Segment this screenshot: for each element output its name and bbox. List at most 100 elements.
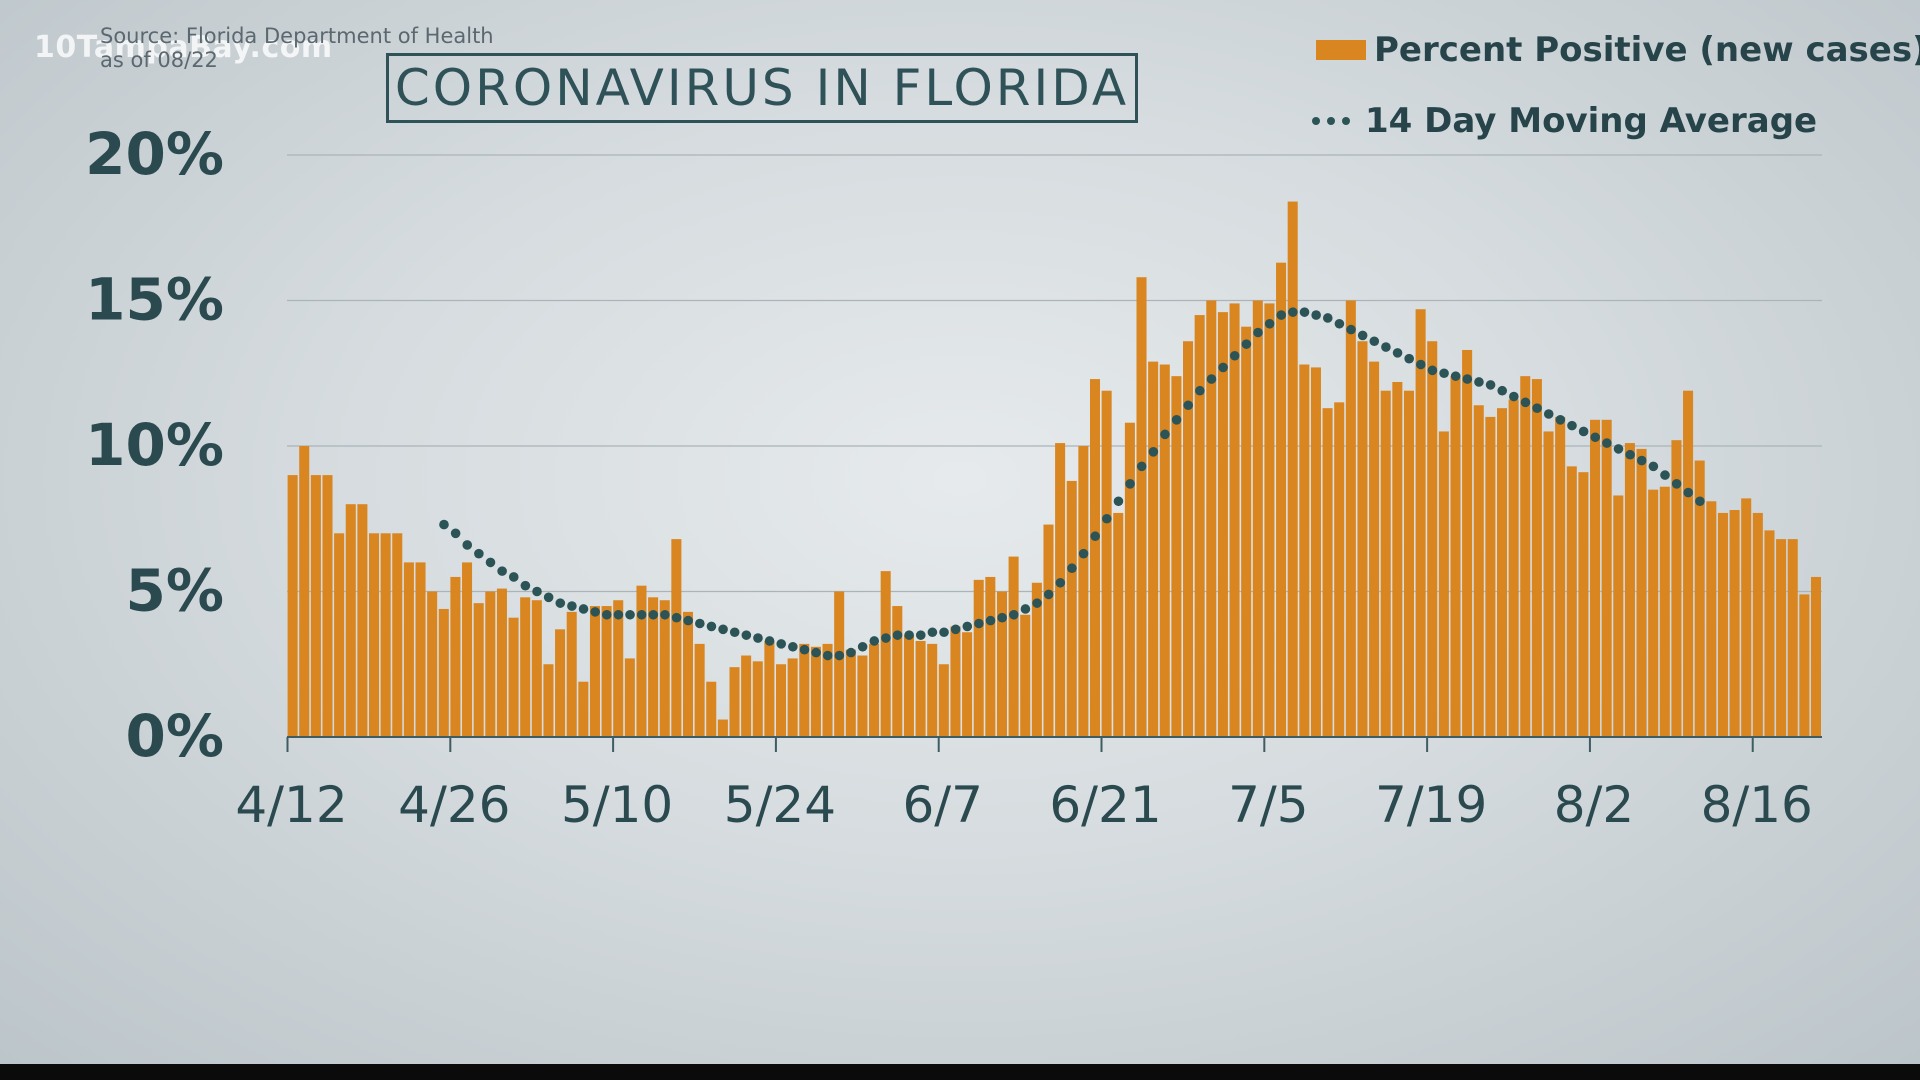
chart-title: CORONAVIRUS IN FLORIDA (394, 59, 1130, 117)
bar (589, 606, 600, 737)
y-tick-label: 5% (126, 557, 224, 625)
moving-average-point (625, 609, 635, 620)
moving-average-point (1160, 429, 1170, 440)
moving-average-point (764, 636, 775, 646)
moving-average-point (1567, 420, 1577, 431)
moving-average-point (1183, 400, 1194, 411)
bar (485, 591, 496, 737)
legend-item-average: 14 Day Moving Average (1312, 101, 1817, 141)
bar (880, 571, 891, 737)
x-tick-label: 7/5 (1228, 776, 1308, 834)
moving-average-point (927, 627, 938, 638)
moving-average-point (741, 630, 752, 640)
moving-average-point (1695, 496, 1705, 507)
moving-average-point (1357, 330, 1368, 341)
moving-average-point (1520, 397, 1531, 408)
moving-average-point (788, 641, 798, 652)
moving-average-point (1020, 604, 1031, 614)
bar (962, 632, 973, 737)
moving-average-point (1555, 415, 1566, 425)
bar (1206, 300, 1217, 737)
moving-average-point (1683, 487, 1694, 498)
x-tick-label: 8/16 (1701, 776, 1813, 834)
bar (1520, 376, 1531, 737)
bar (1462, 349, 1473, 737)
bar (1031, 582, 1042, 737)
legend-line-label: 14 Day Moving Average (1365, 101, 1818, 141)
moving-average-point (567, 601, 577, 611)
bar (1648, 489, 1659, 737)
x-tick-label: 6/7 (902, 776, 982, 834)
moving-average-point (1602, 438, 1612, 448)
moving-average-point (997, 612, 1007, 623)
bar (845, 649, 856, 737)
bar (1066, 480, 1077, 737)
moving-average-point (1660, 470, 1670, 480)
bar (1555, 416, 1566, 737)
x-tick-label: 6/21 (1049, 776, 1161, 834)
moving-average-point (1241, 339, 1252, 349)
moving-average-point (869, 636, 880, 646)
moving-average-point (822, 650, 833, 661)
moving-average-point (1439, 368, 1449, 379)
bar (1229, 303, 1240, 737)
bar (1299, 364, 1310, 737)
moving-average-point (1613, 444, 1624, 454)
moving-average-point (1264, 318, 1275, 329)
bar (357, 504, 368, 737)
bar (1159, 364, 1170, 737)
y-tick-label: 15% (85, 266, 224, 334)
moving-average-point (648, 609, 659, 620)
bar (403, 562, 414, 737)
moving-average-point (1171, 415, 1182, 425)
bar (1183, 341, 1194, 737)
bar (287, 475, 298, 737)
bar (1089, 379, 1101, 737)
bar (427, 591, 438, 737)
x-tick-label: 7/19 (1375, 776, 1487, 834)
y-axis-labels: 0% 5% 10% 15% 20% (85, 120, 224, 770)
bar (764, 640, 775, 737)
bar (310, 475, 321, 737)
bar (322, 475, 333, 737)
x-tick-label: 4/26 (398, 776, 510, 834)
bar (531, 600, 542, 737)
bar (1624, 443, 1635, 737)
bar (1473, 405, 1484, 737)
x-axis (286, 736, 1822, 752)
moving-average-point (1509, 391, 1519, 402)
moving-average-point (520, 580, 531, 591)
moving-average-point (1671, 479, 1682, 489)
bar (834, 591, 845, 737)
bar (1136, 277, 1147, 737)
moving-average-point (846, 647, 856, 658)
moving-average-point (1450, 371, 1461, 381)
moving-average-point (1462, 374, 1473, 384)
moving-average-point (1346, 324, 1356, 335)
moving-average-point (950, 624, 961, 635)
moving-average-point (462, 540, 473, 550)
bar (1752, 512, 1763, 737)
y-tick-label: 0% (126, 702, 224, 770)
moving-average-point (776, 639, 787, 649)
legend-item-bars: Percent Positive (new cases) (1316, 30, 1920, 70)
bar (682, 611, 694, 737)
bar (578, 681, 589, 737)
bar (438, 608, 449, 737)
bar (1310, 367, 1321, 737)
bar (810, 646, 821, 737)
bar (369, 533, 380, 737)
moving-average-point (753, 633, 763, 643)
moving-average-point (1288, 307, 1298, 317)
bar (613, 600, 624, 737)
bar (380, 533, 391, 737)
bar (1683, 390, 1694, 737)
gridlines (287, 154, 1822, 593)
moving-average-point (439, 519, 449, 530)
bar (1276, 262, 1287, 737)
moving-average-point (881, 633, 891, 643)
bar (1613, 495, 1624, 737)
moving-average-point (1636, 455, 1647, 466)
bar (1392, 381, 1403, 737)
